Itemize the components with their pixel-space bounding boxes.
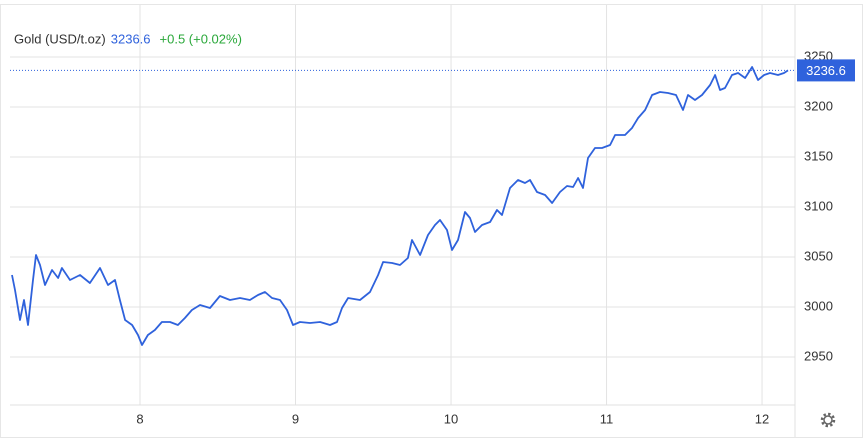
price-line <box>11 66 789 346</box>
y-tick-label: 3150 <box>804 148 833 163</box>
change: +0.5 (+0.02%) <box>160 31 242 46</box>
x-tick-label: 12 <box>755 411 769 426</box>
last-price-label: 3236.6 <box>806 63 846 78</box>
y-tick-label: 3200 <box>804 98 833 113</box>
gear-body <box>823 415 833 425</box>
frame <box>0 4 863 438</box>
y-tick-label: 2950 <box>804 348 833 363</box>
price: 3236.6 <box>111 31 151 46</box>
y-tick-label: 3050 <box>804 248 833 263</box>
settings-icon[interactable] <box>820 412 836 428</box>
y-tick-label: 3000 <box>804 298 833 313</box>
x-tick-label: 10 <box>444 411 458 426</box>
x-tick-label: 8 <box>136 411 143 426</box>
y-tick-label: 3100 <box>804 198 833 213</box>
last-price-box <box>797 59 855 82</box>
gear-teeth <box>820 412 836 428</box>
x-tick-label: 9 <box>292 411 299 426</box>
chart-title: Gold (USD/t.oz) <box>14 31 106 46</box>
x-tick-label: 11 <box>600 411 614 426</box>
